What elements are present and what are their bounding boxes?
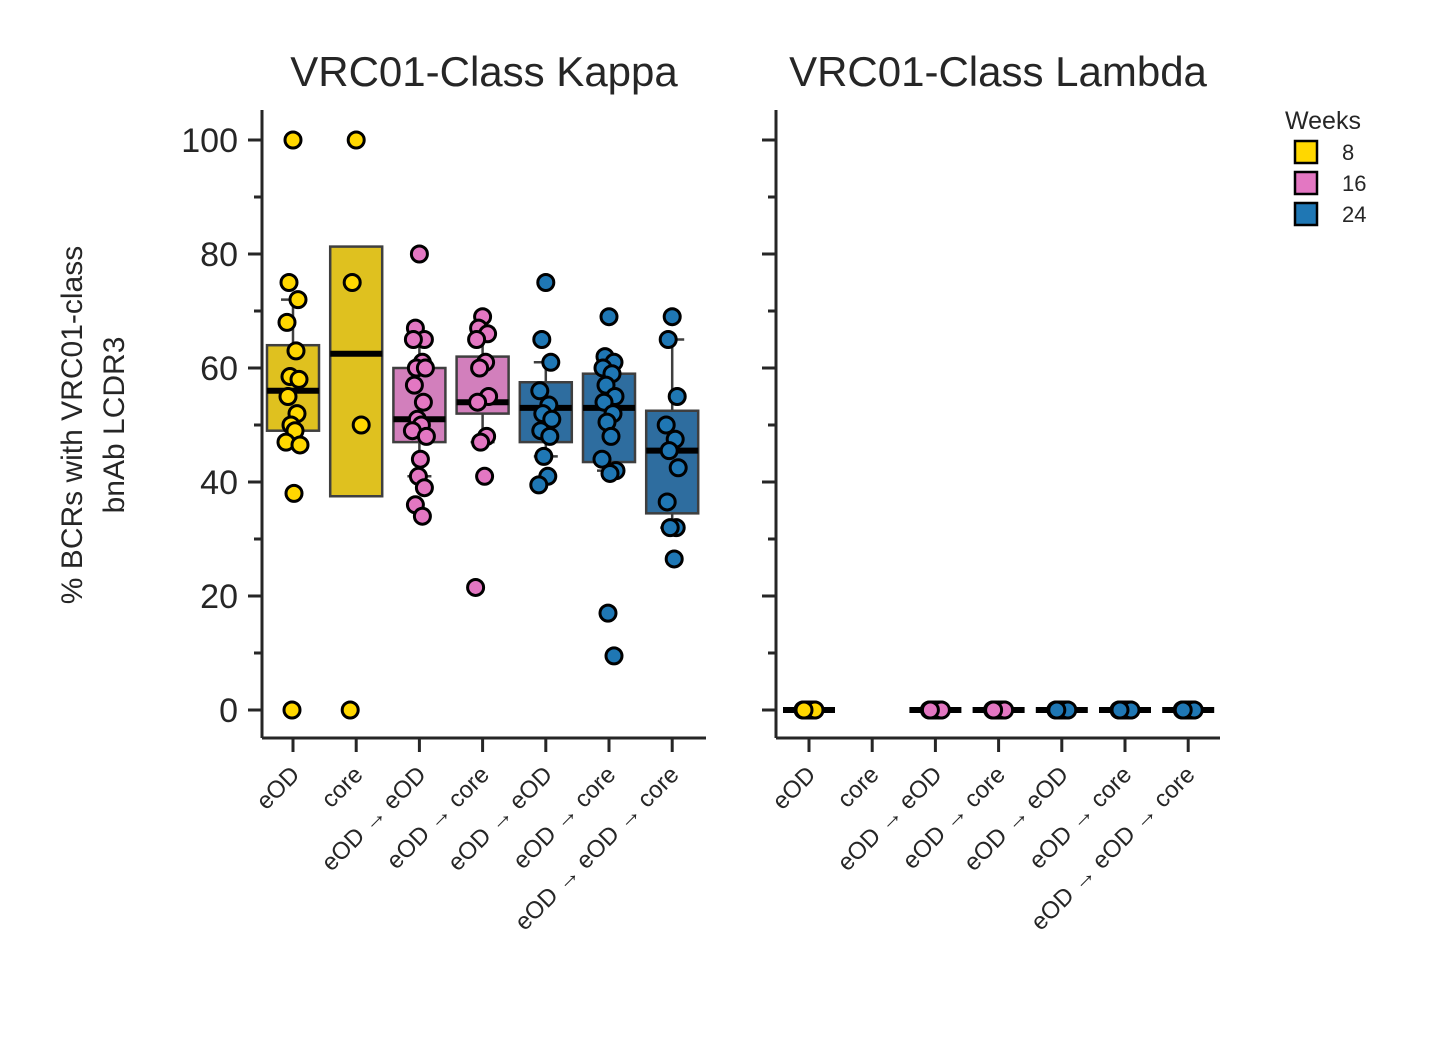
data-point [657, 492, 677, 512]
data-point [1047, 700, 1067, 720]
data-point [282, 700, 302, 720]
data-point [668, 458, 688, 478]
legend-label: 16 [1342, 171, 1366, 196]
data-point [534, 446, 554, 466]
data-point [536, 273, 556, 292]
data-point [541, 352, 561, 372]
data-point [471, 432, 491, 452]
x-tick-label: core [832, 761, 884, 813]
data-point [286, 341, 306, 361]
y-tick-label: 80 [200, 236, 238, 274]
data-point [475, 466, 495, 486]
legend-swatch [1293, 201, 1319, 227]
data-point [540, 426, 560, 446]
data-point [466, 577, 486, 597]
data-point [592, 449, 612, 469]
data-point [660, 518, 680, 538]
data-point [1173, 700, 1193, 720]
data-point [920, 700, 940, 720]
data-point [346, 130, 366, 150]
data-point [290, 435, 310, 455]
y-tick-label: 20 [200, 578, 238, 616]
data-point [598, 603, 618, 623]
legend-label: 8 [1342, 140, 1354, 165]
data-point [340, 700, 360, 720]
data-point [277, 312, 297, 332]
x-tick-label: eOD [251, 761, 305, 815]
data-point [279, 273, 299, 292]
y-axis-label: % BCRs with VRC01-class bnAb LCDR3 [56, 246, 131, 604]
legend: Weeks 8 16 24 [1285, 107, 1366, 227]
data-point [984, 700, 1004, 720]
x-tick-label: core [316, 761, 368, 813]
legend-title: Weeks [1285, 107, 1361, 135]
data-point [468, 392, 488, 412]
y-tick-label: 100 [181, 122, 238, 160]
data-point [289, 369, 309, 389]
data-point [601, 426, 621, 446]
data-point [409, 244, 429, 264]
data-point [288, 290, 308, 310]
data-point [1110, 700, 1130, 720]
data-point [403, 330, 423, 349]
y-axis-label-line-2: bnAb LCDR3 [98, 337, 131, 514]
data-point [599, 307, 619, 327]
data-point [351, 415, 371, 435]
data-point [662, 307, 682, 327]
data-point [414, 478, 434, 498]
data-point [659, 441, 679, 461]
data-point [667, 387, 687, 406]
x-tick-label: eOD [767, 761, 821, 815]
panel-title-kappa: VRC01-Class Kappa [290, 48, 678, 95]
data-point [416, 426, 436, 446]
data-point [532, 330, 552, 349]
data-point [412, 506, 432, 526]
data-point [658, 330, 678, 349]
data-point [530, 381, 550, 401]
data-point [404, 375, 424, 395]
data-point [284, 483, 304, 503]
data-point [794, 700, 814, 720]
data-point [342, 273, 362, 292]
data-point [415, 358, 435, 378]
y-axis-label-line-1: % BCRs with VRC01-class [56, 246, 89, 604]
y-tick-label: 0 [219, 692, 238, 730]
data-point [656, 415, 676, 435]
data-point [529, 475, 549, 495]
data-point [664, 549, 684, 569]
legend-swatch [1293, 139, 1319, 165]
data-point [470, 358, 490, 378]
panel-title-lambda: VRC01-Class Lambda [789, 48, 1207, 95]
data-point [278, 387, 298, 406]
data-point [604, 646, 624, 666]
data-point [413, 392, 433, 412]
y-tick-label: 60 [200, 350, 238, 388]
data-point [410, 449, 430, 469]
y-tick-label: 40 [200, 464, 238, 502]
data-point [283, 130, 303, 150]
legend-swatch [1293, 170, 1319, 196]
data-point [600, 463, 620, 483]
data-point [467, 330, 487, 349]
legend-label: 24 [1342, 202, 1366, 227]
